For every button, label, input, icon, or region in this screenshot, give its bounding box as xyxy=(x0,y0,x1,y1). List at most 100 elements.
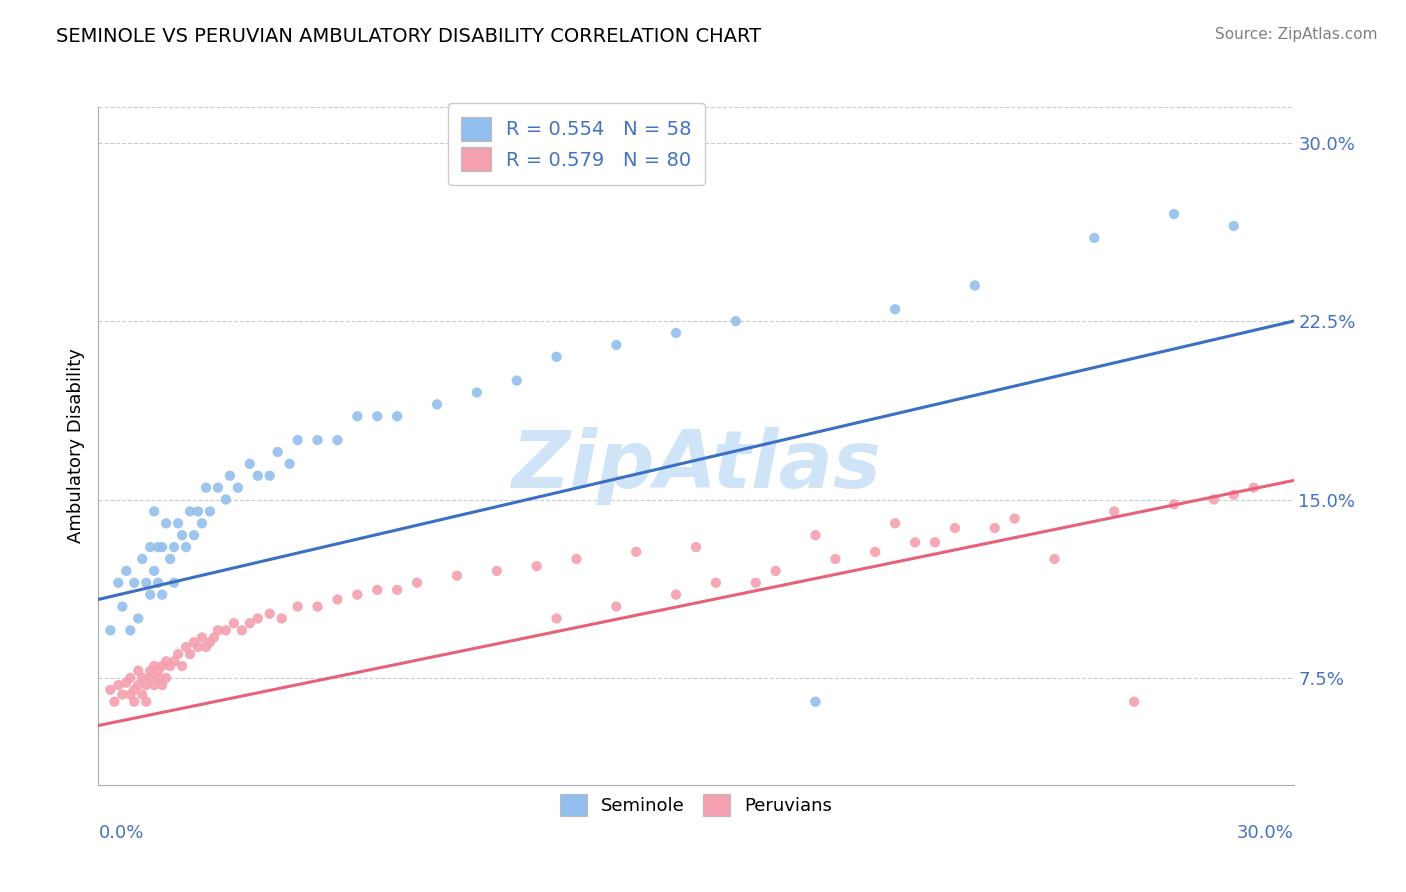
Point xyxy=(159,659,181,673)
Point xyxy=(231,624,253,638)
Y-axis label: Ambulatory Disability: Ambulatory Disability xyxy=(66,349,84,543)
Point xyxy=(605,599,627,614)
Point xyxy=(115,675,138,690)
Point xyxy=(259,468,281,483)
Point xyxy=(191,631,214,645)
Point xyxy=(139,540,162,554)
Point xyxy=(246,611,269,625)
Point xyxy=(150,588,173,602)
Point xyxy=(135,575,157,590)
Text: SEMINOLE VS PERUVIAN AMBULATORY DISABILITY CORRELATION CHART: SEMINOLE VS PERUVIAN AMBULATORY DISABILI… xyxy=(56,27,762,45)
Point xyxy=(124,695,146,709)
Point xyxy=(1043,552,1066,566)
Point xyxy=(287,599,309,614)
Point xyxy=(626,545,648,559)
Point xyxy=(159,552,181,566)
Point xyxy=(143,678,166,692)
Point xyxy=(148,664,170,678)
Point xyxy=(163,654,186,668)
Point xyxy=(724,314,747,328)
Point xyxy=(485,564,508,578)
Point xyxy=(143,659,166,673)
Point xyxy=(174,540,197,554)
Point xyxy=(172,528,194,542)
Point xyxy=(143,564,166,578)
Point xyxy=(111,599,134,614)
Point xyxy=(446,568,468,582)
Point xyxy=(287,433,309,447)
Text: 30.0%: 30.0% xyxy=(1237,824,1294,842)
Point xyxy=(120,671,142,685)
Point xyxy=(219,468,242,483)
Point xyxy=(346,588,368,602)
Point xyxy=(155,654,177,668)
Point xyxy=(366,582,388,597)
Point xyxy=(239,616,262,631)
Point xyxy=(195,640,218,654)
Point xyxy=(745,575,768,590)
Point xyxy=(665,588,688,602)
Point xyxy=(924,535,946,549)
Point xyxy=(127,678,149,692)
Point xyxy=(406,575,429,590)
Point xyxy=(148,671,170,685)
Point xyxy=(1223,488,1246,502)
Point xyxy=(115,564,138,578)
Point xyxy=(665,326,688,340)
Point xyxy=(120,624,142,638)
Point xyxy=(167,516,190,531)
Point xyxy=(506,374,529,388)
Point xyxy=(546,611,568,625)
Point xyxy=(307,599,329,614)
Point xyxy=(943,521,966,535)
Point xyxy=(546,350,568,364)
Point xyxy=(127,664,149,678)
Point xyxy=(163,540,186,554)
Point xyxy=(526,559,548,574)
Point xyxy=(150,678,173,692)
Point xyxy=(904,535,927,549)
Point xyxy=(1223,219,1246,233)
Point xyxy=(107,678,129,692)
Point xyxy=(124,575,146,590)
Point xyxy=(139,671,162,685)
Point xyxy=(804,695,827,709)
Point xyxy=(155,671,177,685)
Point xyxy=(1163,497,1185,511)
Text: 0.0%: 0.0% xyxy=(98,824,143,842)
Point xyxy=(824,552,846,566)
Point xyxy=(226,481,249,495)
Point xyxy=(131,688,153,702)
Point xyxy=(179,647,201,661)
Point xyxy=(1163,207,1185,221)
Point xyxy=(963,278,986,293)
Point xyxy=(183,528,205,542)
Point xyxy=(150,540,173,554)
Point xyxy=(139,588,162,602)
Point xyxy=(148,540,170,554)
Point xyxy=(259,607,281,621)
Point xyxy=(605,338,627,352)
Point xyxy=(139,664,162,678)
Point xyxy=(865,545,887,559)
Point xyxy=(804,528,827,542)
Point xyxy=(187,640,209,654)
Point xyxy=(198,635,221,649)
Point xyxy=(1104,504,1126,518)
Point xyxy=(98,624,122,638)
Point xyxy=(1202,492,1225,507)
Point xyxy=(307,433,329,447)
Point xyxy=(198,504,221,518)
Point xyxy=(222,616,245,631)
Point xyxy=(385,409,409,424)
Point xyxy=(215,624,238,638)
Point xyxy=(202,631,225,645)
Point xyxy=(127,611,149,625)
Point xyxy=(163,575,186,590)
Point xyxy=(191,516,214,531)
Point xyxy=(207,624,229,638)
Point xyxy=(765,564,787,578)
Point xyxy=(884,302,907,317)
Point xyxy=(704,575,727,590)
Point xyxy=(107,575,129,590)
